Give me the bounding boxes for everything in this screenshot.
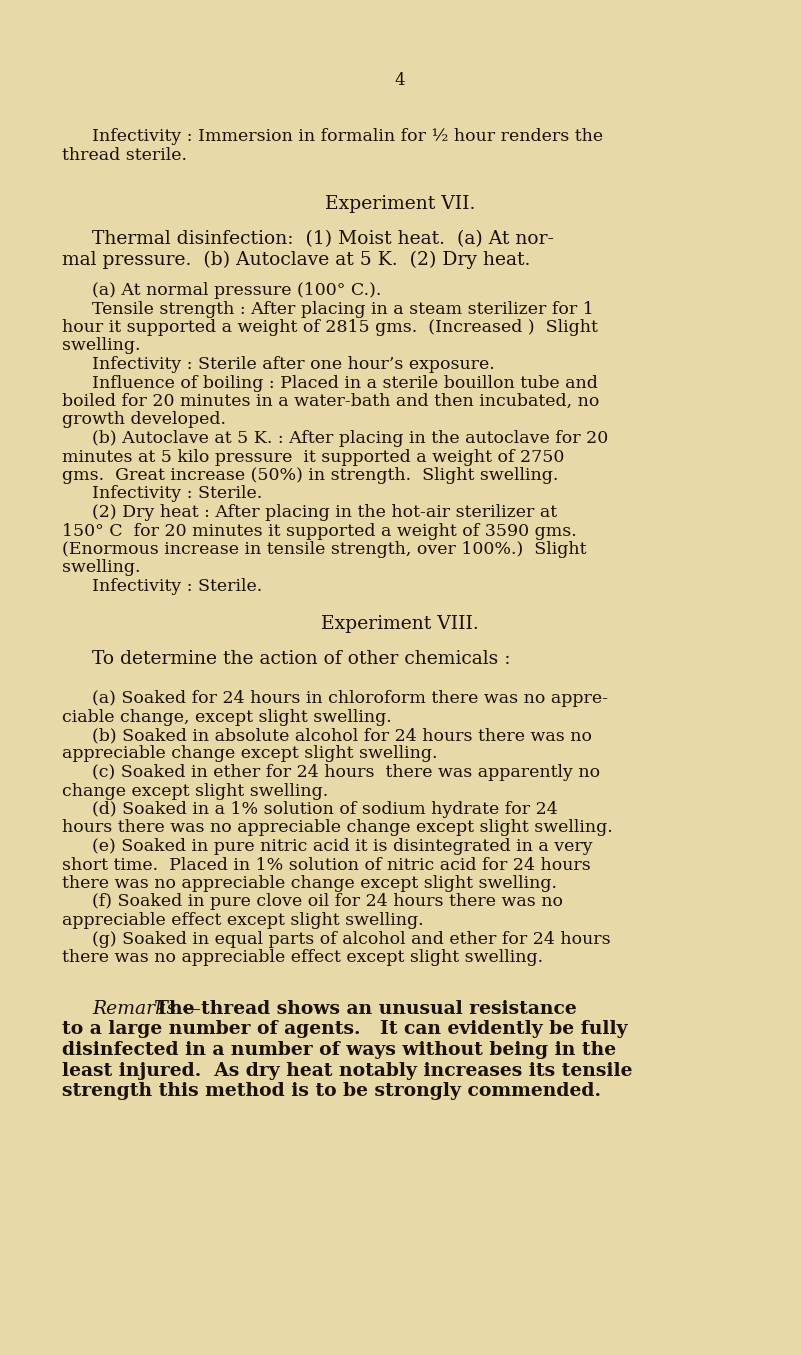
Text: (g) Soaked in equal parts of alcohol and ether for 24 hours: (g) Soaked in equal parts of alcohol and… <box>92 931 610 947</box>
Text: (d) Soaked in a 1% solution of sodium hydrate for 24: (d) Soaked in a 1% solution of sodium hy… <box>92 801 557 818</box>
Text: hour it supported a weight of 2815 gms.  (Increased )  Slight: hour it supported a weight of 2815 gms. … <box>62 318 598 336</box>
Text: Infectivity : Sterile.: Infectivity : Sterile. <box>92 579 262 595</box>
Text: ciable change, except slight swelling.: ciable change, except slight swelling. <box>62 709 392 725</box>
Text: minutes at 5 kilo pressure  it supported a weight of 2750: minutes at 5 kilo pressure it supported … <box>62 449 565 466</box>
Text: thread sterile.: thread sterile. <box>62 146 187 164</box>
Text: to a large number of agents.   It can evidently be fully: to a large number of agents. It can evid… <box>62 1020 628 1038</box>
Text: Infectivity : Sterile after one hour’s exposure.: Infectivity : Sterile after one hour’s e… <box>92 356 495 373</box>
Text: growth developed.: growth developed. <box>62 412 226 428</box>
Text: change except slight swelling.: change except slight swelling. <box>62 782 328 799</box>
Text: Influence of boiling : Placed in a sterile bouillon tube and: Influence of boiling : Placed in a steri… <box>92 374 598 392</box>
Text: Infectivity : Immersion in formalin for ½ hour renders the: Infectivity : Immersion in formalin for … <box>92 127 603 145</box>
Text: swelling.: swelling. <box>62 560 140 576</box>
Text: swelling.: swelling. <box>62 337 140 355</box>
Text: there was no appreciable change except slight swelling.: there was no appreciable change except s… <box>62 875 557 892</box>
Text: To determine the action of other chemicals :: To determine the action of other chemica… <box>92 650 510 668</box>
Text: 4: 4 <box>395 72 405 89</box>
Text: hours there was no appreciable change except slight swelling.: hours there was no appreciable change ex… <box>62 820 613 836</box>
Text: 150° C  for 20 minutes it supported a weight of 3590 gms.: 150° C for 20 minutes it supported a wei… <box>62 523 577 539</box>
Text: (Enormous increase in tensile strength, over 100%.)  Slight: (Enormous increase in tensile strength, … <box>62 541 586 558</box>
Text: strength this method is to be strongly commended.: strength this method is to be strongly c… <box>62 1083 601 1100</box>
Text: (e) Soaked in pure nitric acid it is disintegrated in a very: (e) Soaked in pure nitric acid it is dis… <box>92 837 593 855</box>
Text: (a) Soaked for 24 hours in chloroform there was no appre-: (a) Soaked for 24 hours in chloroform th… <box>92 690 608 707</box>
Text: disinfected in a number of ways without being in the: disinfected in a number of ways without … <box>62 1041 616 1060</box>
Text: (b) Soaked in absolute alcohol for 24 hours there was no: (b) Soaked in absolute alcohol for 24 ho… <box>92 728 592 744</box>
Text: there was no appreciable effect except slight swelling.: there was no appreciable effect except s… <box>62 948 543 966</box>
Text: boiled for 20 minutes in a water-bath and then incubated, no: boiled for 20 minutes in a water-bath an… <box>62 393 599 411</box>
Text: (2) Dry heat : After placing in the hot-air sterilizer at: (2) Dry heat : After placing in the hot-… <box>92 504 557 522</box>
Text: Experiment VII.: Experiment VII. <box>325 195 475 213</box>
Text: appreciable change except slight swelling.: appreciable change except slight swellin… <box>62 745 437 763</box>
Text: (a) At normal pressure (100° C.).: (a) At normal pressure (100° C.). <box>92 282 381 299</box>
Text: The thread shows an unusual resistance: The thread shows an unusual resistance <box>155 1000 577 1018</box>
Text: Thermal disinfection:  (1) Moist heat.  (a) At nor-: Thermal disinfection: (1) Moist heat. (a… <box>92 230 554 248</box>
Text: gms.  Great increase (50%) in strength.  Slight swelling.: gms. Great increase (50%) in strength. S… <box>62 467 558 484</box>
Text: mal pressure.  (b) Autoclave at 5 K.  (2) Dry heat.: mal pressure. (b) Autoclave at 5 K. (2) … <box>62 251 530 268</box>
Text: appreciable effect except slight swelling.: appreciable effect except slight swellin… <box>62 912 424 930</box>
Text: (f) Soaked in pure clove oil for 24 hours there was no: (f) Soaked in pure clove oil for 24 hour… <box>92 893 563 911</box>
Text: (c) Soaked in ether for 24 hours  there was apparently no: (c) Soaked in ether for 24 hours there w… <box>92 764 600 780</box>
Text: (b) Autoclave at 5 K. : After placing in the autoclave for 20: (b) Autoclave at 5 K. : After placing in… <box>92 430 608 447</box>
Text: Infectivity : Sterile.: Infectivity : Sterile. <box>92 485 262 503</box>
Text: short time.  Placed in 1% solution of nitric acid for 24 hours: short time. Placed in 1% solution of nit… <box>62 856 591 874</box>
Text: Tensile strength : After placing in a steam sterilizer for 1: Tensile strength : After placing in a st… <box>92 301 594 317</box>
Text: Experiment VIII.: Experiment VIII. <box>321 615 479 633</box>
Text: Remarks.—: Remarks.— <box>92 1000 201 1018</box>
Text: least injured.  As dry heat notably increases its tensile: least injured. As dry heat notably incre… <box>62 1061 633 1080</box>
